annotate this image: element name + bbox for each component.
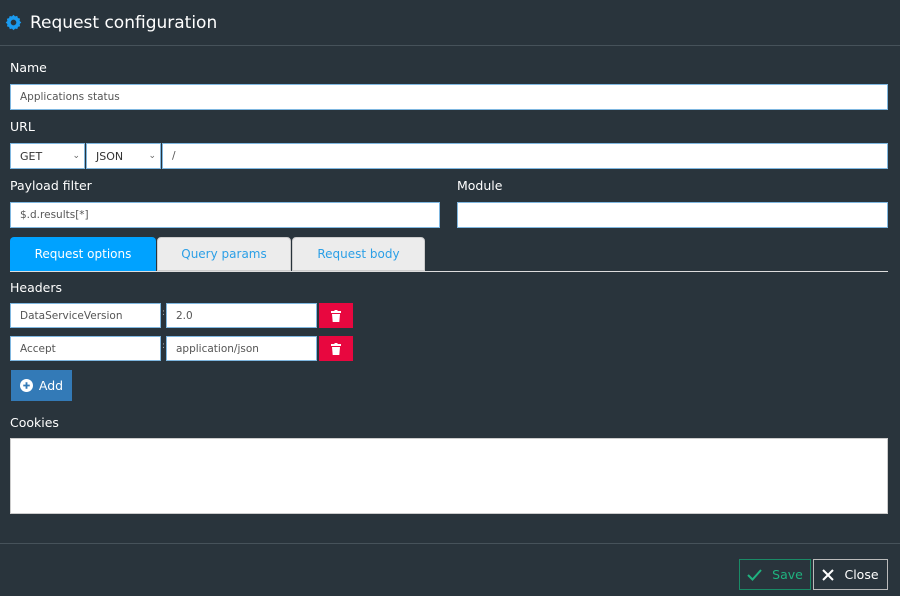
close-icon: [822, 568, 835, 581]
delete-header-button[interactable]: [319, 336, 353, 361]
cookies-label: Cookies: [10, 415, 59, 430]
footer-divider: [0, 543, 900, 544]
check-icon: [747, 568, 762, 581]
name-input[interactable]: Applications status: [10, 84, 888, 110]
tab-query-params[interactable]: Query params: [157, 237, 291, 271]
method-select[interactable]: GET ⌄: [10, 143, 85, 169]
tab-request-options[interactable]: Request options: [10, 237, 156, 271]
save-button[interactable]: Save: [739, 559, 811, 590]
add-header-button[interactable]: Add: [11, 370, 72, 401]
module-input[interactable]: [457, 202, 888, 228]
name-label: Name: [10, 60, 47, 75]
headers-label: Headers: [10, 280, 63, 295]
dialog-header: Request configuration: [0, 0, 900, 46]
format-value: JSON: [96, 149, 124, 163]
plus-circle-icon: [19, 379, 33, 392]
url-path-input[interactable]: /: [162, 143, 888, 169]
chevron-down-icon: ⌄: [148, 151, 156, 161]
close-button[interactable]: Close: [813, 559, 888, 590]
tab-request-body[interactable]: Request body: [292, 237, 425, 271]
separator: :: [162, 341, 166, 351]
module-label: Module: [457, 178, 503, 193]
payload-filter-input[interactable]: $.d.results[*]: [10, 202, 440, 228]
header-key-input[interactable]: DataServiceVersion: [10, 303, 161, 328]
gear-icon: [5, 14, 22, 31]
close-label: Close: [844, 567, 879, 582]
format-select[interactable]: JSON ⌄: [86, 143, 161, 169]
header-value-input[interactable]: application/json: [166, 336, 317, 361]
url-label: URL: [10, 119, 35, 134]
payload-filter-label: Payload filter: [10, 178, 92, 193]
delete-header-button[interactable]: [319, 303, 353, 328]
separator: :: [162, 308, 166, 318]
trash-icon: [331, 342, 341, 355]
chevron-down-icon: ⌄: [72, 151, 80, 161]
header-key-input[interactable]: Accept: [10, 336, 161, 361]
dialog-title: Request configuration: [30, 12, 218, 33]
tab-divider: [10, 271, 888, 272]
save-label: Save: [772, 567, 803, 582]
trash-icon: [331, 309, 341, 322]
cookies-textarea[interactable]: [10, 438, 888, 514]
method-value: GET: [20, 149, 43, 163]
add-label: Add: [38, 378, 64, 393]
header-value-input[interactable]: 2.0: [166, 303, 317, 328]
